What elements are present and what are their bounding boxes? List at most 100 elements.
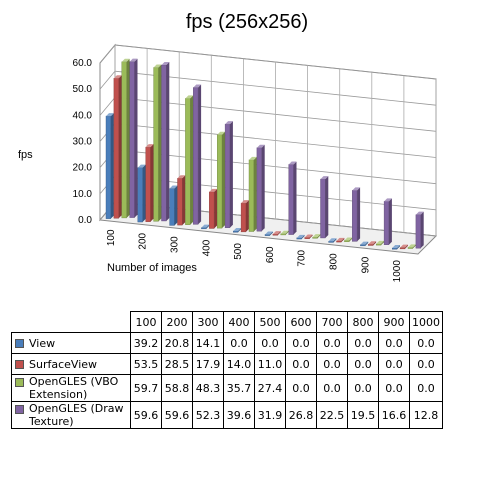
table-header-cell: 800 [347, 311, 379, 333]
bar-front [352, 190, 358, 242]
bar-front [185, 98, 191, 225]
bar-front [248, 159, 255, 232]
bar-top [288, 161, 297, 165]
bar-side [158, 64, 162, 222]
bar-side [341, 237, 345, 243]
x-tick-label: 700 [297, 249, 308, 266]
bar-side [118, 75, 122, 219]
bar-side [222, 131, 225, 229]
bar [368, 241, 377, 246]
bar-top [241, 200, 249, 204]
bar-top [415, 211, 424, 215]
bar [344, 237, 353, 242]
table-cell: 0.0 [316, 374, 348, 402]
bar [304, 234, 313, 239]
bar-top [400, 244, 408, 248]
table-cell: 22.5 [316, 401, 348, 429]
bar-top [376, 240, 384, 244]
bar-top [129, 58, 138, 62]
bar-side [381, 240, 384, 246]
y-tick-label: 0.0 [78, 215, 92, 226]
bar-front [415, 214, 421, 249]
x-tick-label: 600 [265, 246, 276, 263]
bar-top [352, 187, 361, 191]
bar-front [153, 67, 159, 222]
bar-front [368, 244, 374, 246]
bar-side [150, 144, 154, 222]
series-label-cell: SurfaceView [11, 353, 131, 375]
bar-front [344, 240, 350, 242]
bar [145, 144, 154, 222]
bar-side [365, 241, 369, 246]
x-axis-label: Number of images [107, 262, 197, 274]
bar-front [224, 123, 231, 228]
table-cell: 0.0 [409, 332, 443, 354]
bar-front [161, 64, 167, 222]
bar-side [349, 237, 353, 242]
bar-side [357, 187, 361, 242]
table-cell: 12.8 [409, 401, 443, 429]
bar [216, 131, 225, 229]
bar-top [177, 175, 186, 179]
table-cell: 0.0 [223, 332, 255, 354]
bar-front [383, 201, 390, 245]
table-cell: 0.0 [378, 353, 410, 375]
bar-side [397, 245, 400, 250]
bar-top [209, 188, 218, 192]
bar-side [317, 234, 321, 239]
bar [383, 198, 392, 245]
chart: fps (256x256) fps Number of images 0.0 10… [18, 11, 438, 282]
bar [105, 113, 114, 219]
bar [415, 211, 424, 249]
table-cell: 0.0 [409, 374, 443, 402]
table-row: OpenGLES (Draw Texture) 59.6 59.6 52.3 39.6 31… [11, 401, 443, 429]
bar-front [113, 78, 119, 219]
bar-top [408, 244, 416, 248]
bar-side [110, 113, 114, 219]
bar-top [320, 176, 329, 180]
bar [352, 187, 361, 242]
bar [320, 176, 329, 239]
bar-side [404, 244, 408, 249]
bar-front [121, 61, 127, 219]
bar-top [201, 224, 210, 228]
bar-front [129, 61, 135, 218]
bar-front [304, 237, 310, 239]
bar [185, 95, 194, 225]
table-cell: 31.9 [254, 401, 286, 429]
bar [209, 188, 218, 229]
legend-key [15, 404, 24, 414]
bar-front [392, 247, 398, 250]
y-tick-label: 30.0 [73, 137, 93, 148]
table-cell: 53.5 [130, 353, 162, 375]
bar-side [134, 58, 138, 218]
table-header-cell: 200 [161, 311, 193, 333]
bar-front [320, 178, 326, 239]
gridline-side [99, 70, 116, 90]
bar-top [185, 95, 194, 99]
bar-front [360, 244, 366, 247]
bar-top [392, 245, 400, 249]
table-cell: 14.1 [192, 332, 224, 354]
bar-side [333, 238, 337, 243]
y-tick-label: 50.0 [73, 84, 93, 95]
table-header-cell: 100 [130, 311, 162, 333]
bar-side [166, 62, 170, 221]
series-label-cell: OpenGLES (VBO Extension) [11, 374, 131, 402]
table-header-cell: 500 [254, 311, 286, 333]
bar-front [193, 87, 199, 225]
table-cell: 35.7 [223, 374, 255, 402]
bar-side [142, 164, 146, 223]
table-cell: 0.0 [378, 332, 410, 354]
bar [264, 231, 273, 236]
bar-side [277, 231, 281, 236]
y-tick-label: 10.0 [73, 189, 93, 200]
bar-top [344, 237, 353, 241]
bar-side [420, 211, 424, 249]
table-cell: 59.7 [130, 374, 162, 402]
bar [169, 185, 178, 226]
data-table: 100 200 300 400 500 600 700 800 900 1000 View 39.2 2… [11, 311, 443, 429]
bar-top [153, 64, 162, 68]
bar-top [256, 144, 265, 148]
bar [399, 244, 408, 250]
